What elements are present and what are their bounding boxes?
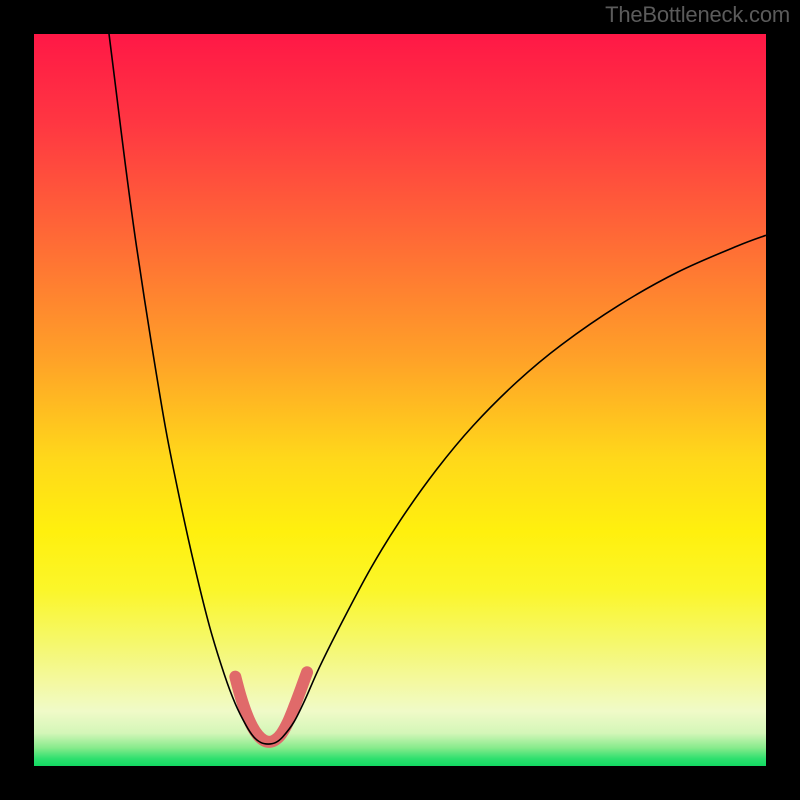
chart-container: TheBottleneck.com [0,0,800,800]
attribution-label: TheBottleneck.com [605,4,790,26]
bottleneck-chart [0,0,800,800]
plot-background [34,34,766,766]
